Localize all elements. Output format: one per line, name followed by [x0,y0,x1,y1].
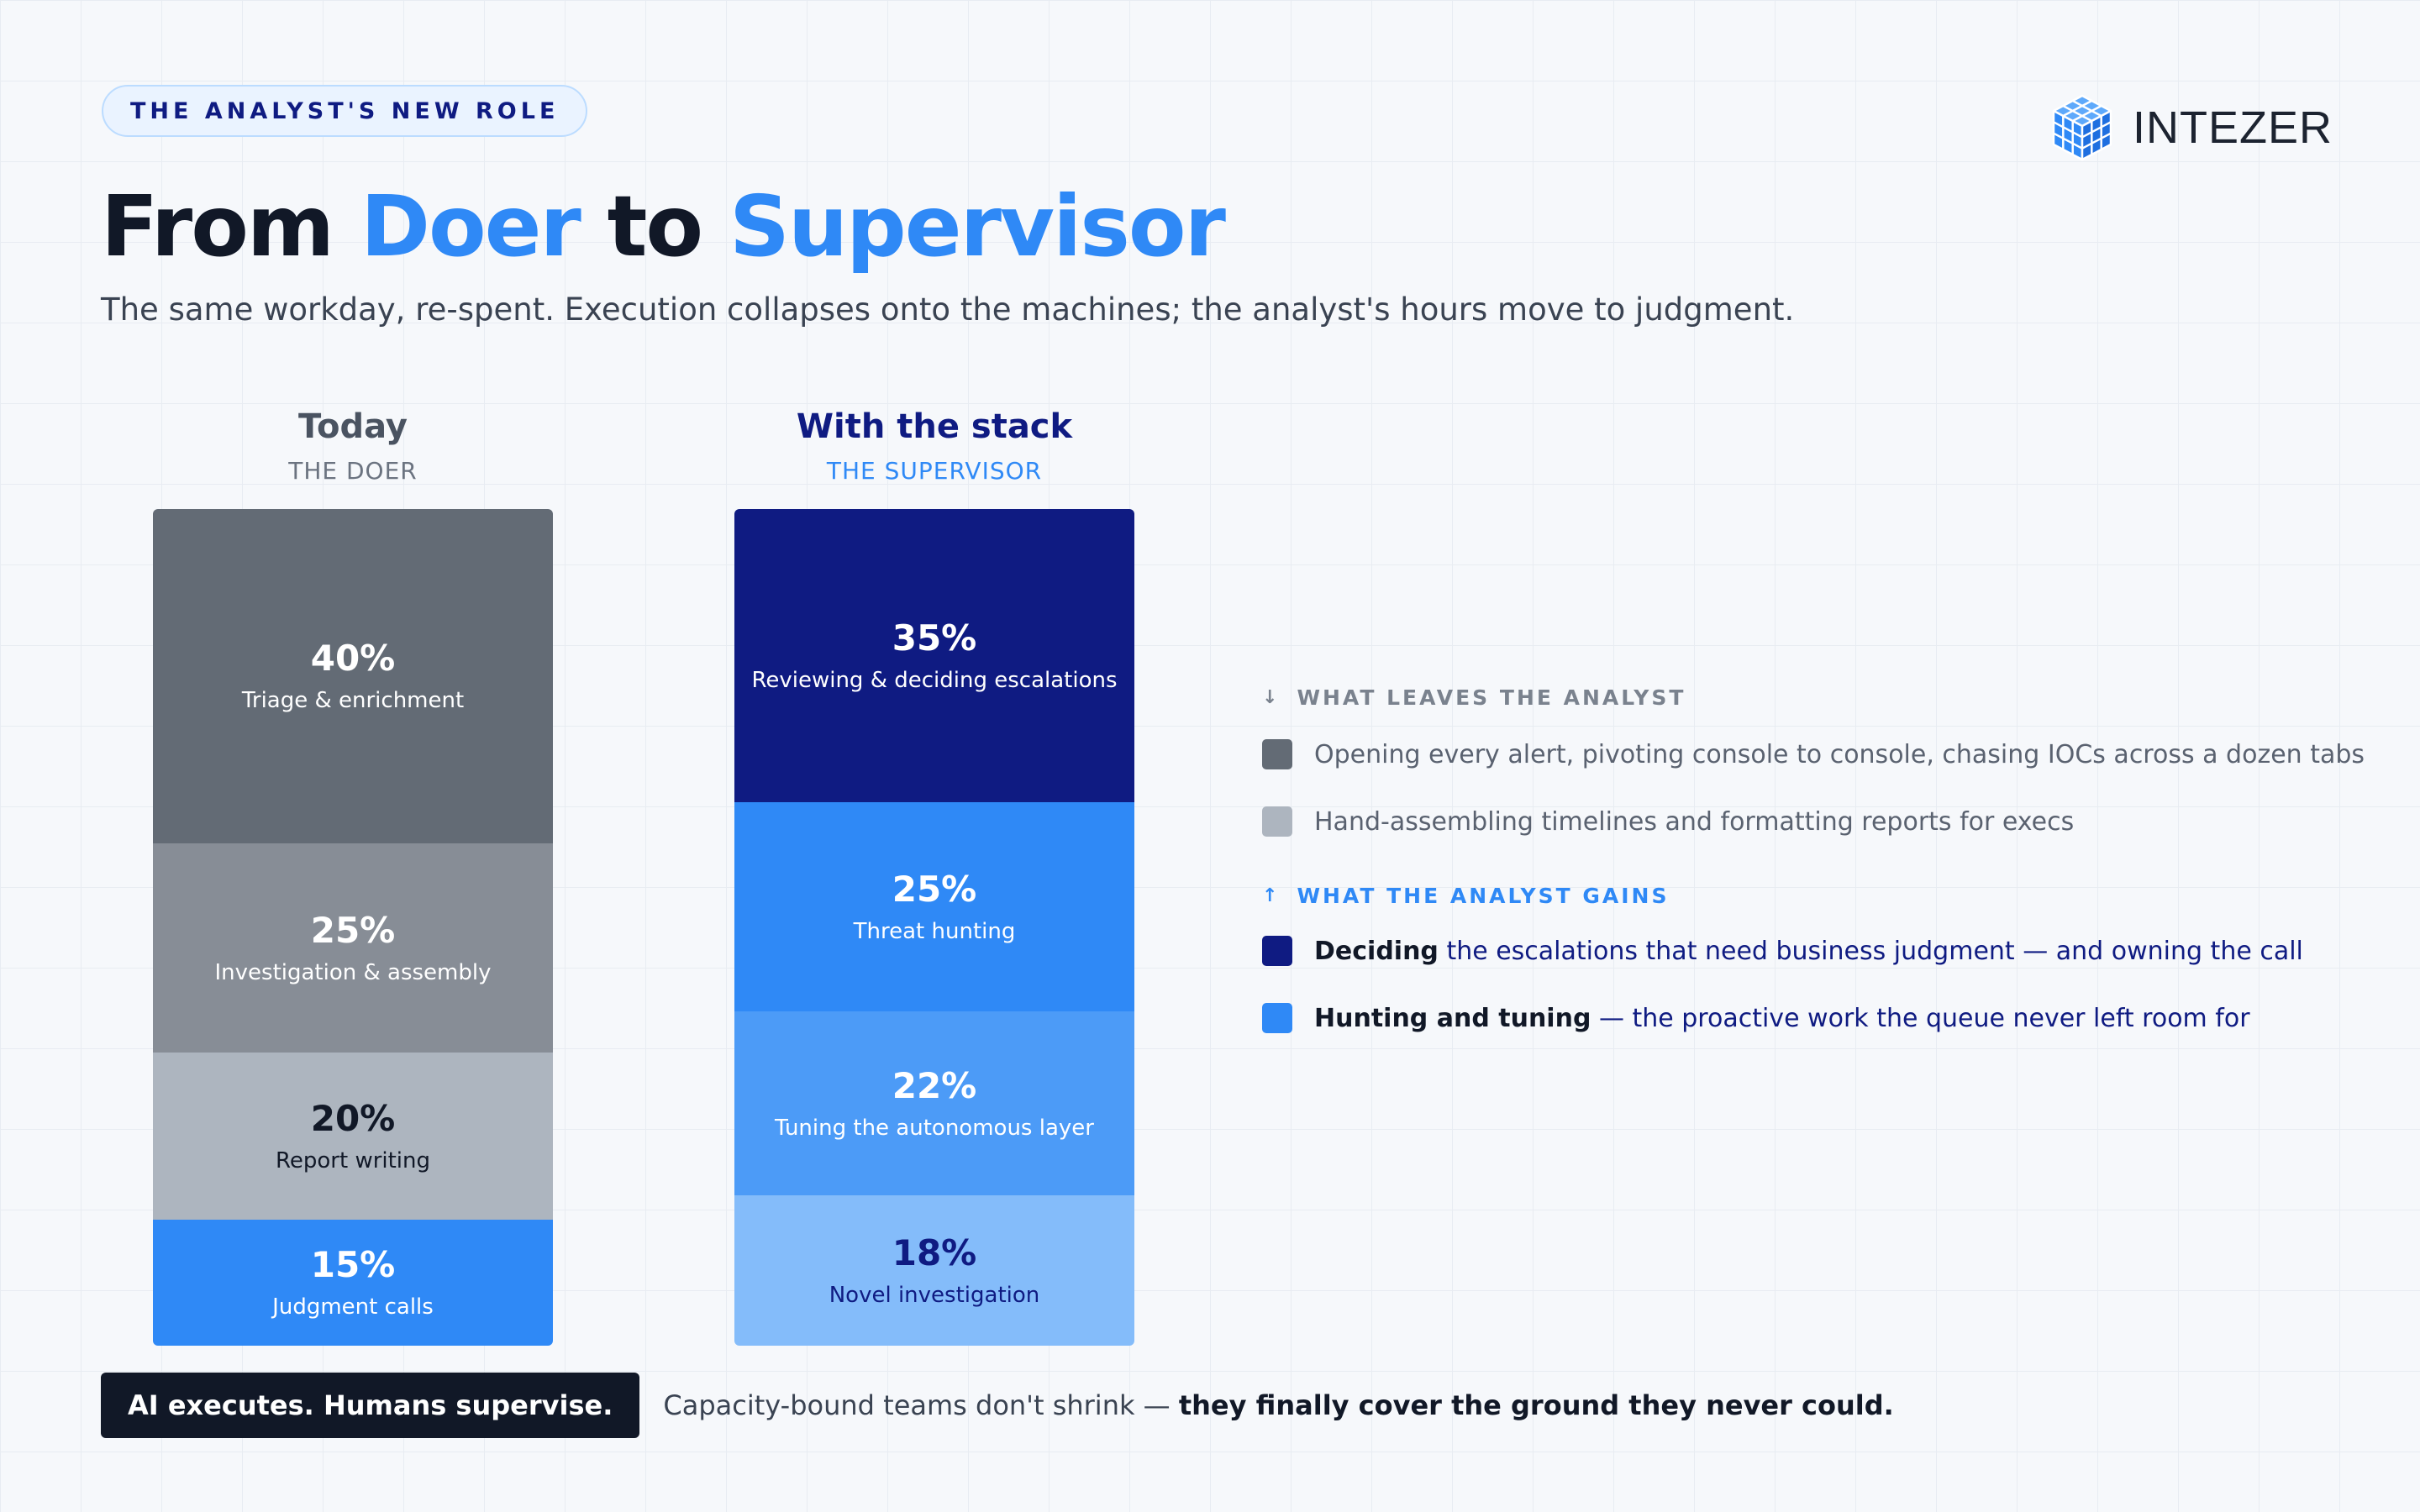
legend-item-gains-2: Hunting and tuning — the proactive work … [1262,1000,2354,1037]
arrow-up-icon: ↑ [1262,885,1281,906]
stacked-bar-with-stack: 35% Reviewing & deciding escalations 25% Th… [734,509,1134,1346]
page-subtitle: The same workday, re-spent. Execution co… [101,291,1795,328]
footer-badge: AI executes. Humans supervise. [101,1373,640,1438]
segment-value-label: 22% [892,1064,977,1106]
bar-segment: 18% Novel investigation [734,1195,1134,1346]
footer-text: Capacity-bound teams don't shrink — they… [663,1389,1893,1421]
title-part-1: From [101,177,360,276]
arrow-down-icon: ↓ [1262,686,1281,708]
legend-item-gains-1: Deciding the escalations that need busin… [1262,932,2354,969]
logo-text: INTEZER [2133,102,2333,153]
segment-category-label: Judgment calls [272,1294,434,1320]
legend-item-text: Hand-assembling timelines and formatting… [1314,806,2075,837]
legend-swatch [1262,1003,1292,1033]
kicker-pill: THE ANALYST'S NEW ROLE [102,85,588,137]
column-header-with-stack: With the stack THE SUPERVISOR [733,403,1136,487]
bar-segment: 25% Investigation & assembly [153,843,553,1053]
stacked-bar-today: 40% Triage & enrichment 25% Investigation &… [153,509,553,1346]
legend-item-leaves-1: Opening every alert, pivoting console to… [1262,736,2365,773]
legend-item-bold: Hunting and tuning [1314,1003,1591,1033]
cube-grid-icon [2052,94,2112,161]
segment-category-label: Novel investigation [829,1282,1040,1308]
segment-value-label: 40% [310,638,396,679]
bar-segment: 25% Threat hunting [734,802,1134,1011]
segment-value-label: 20% [310,1097,396,1139]
legend-item-text: Opening every alert, pivoting console to… [1314,739,2365,769]
segment-value-label: 15% [310,1244,396,1285]
column-subtitle-with-stack: THE SUPERVISOR [826,457,1043,485]
segment-value-label: 18% [892,1231,977,1273]
legend-heading-leaves: ↓ WHAT LEAVES THE ANALYST [1262,682,2354,712]
column-title-today: Today [298,407,408,446]
legend-swatch [1262,936,1292,966]
title-part-2: to [579,177,729,276]
bar-segment: 20% Report writing [153,1053,553,1220]
bar-segment: 22% Tuning the autonomous layer [734,1011,1134,1195]
segment-category-label: Reviewing & deciding escalations [751,667,1118,693]
segment-category-label: Triage & enrichment [241,688,465,713]
bar-segment: 40% Triage & enrichment [153,509,553,843]
segment-category-label: Tuning the autonomous layer [775,1115,1094,1141]
legend-swatch [1262,806,1292,837]
title-highlight-doer: Doer [360,177,581,276]
legend-heading-gains-text: WHAT THE ANALYST GAINS [1297,883,1670,908]
bar-segment: 15% Judgment calls [153,1220,553,1346]
legend-item-text: the escalations that need business judgm… [1438,936,2303,966]
legend-heading-gains: ↑ WHAT THE ANALYST GAINS [1262,880,2354,911]
segment-category-label: Report writing [275,1147,431,1173]
legend-swatch [1262,739,1292,769]
column-subtitle-today: THE DOER [288,457,418,485]
legend-item-text: — the proactive work the queue never lef… [1591,1003,2250,1033]
legend-item-leaves-2: Hand-assembling timelines and formatting… [1262,803,2354,840]
page-title: From Doer to Supervisor [101,168,1226,286]
legend-item-bold: Deciding [1314,936,1439,966]
footer: AI executes. Humans supervise. Capacity-… [101,1373,1894,1438]
legend: ↓ WHAT LEAVES THE ANALYST Opening every … [1262,682,2365,1037]
column-title-with-stack: With the stack [796,407,1073,446]
column-header-today: Today THE DOER [151,403,555,487]
kicker-text: THE ANALYST'S NEW ROLE [130,97,560,124]
segment-value-label: 25% [310,909,396,951]
segment-value-label: 25% [892,868,977,910]
logo: INTEZER [2047,92,2333,163]
title-highlight-supervisor: Supervisor [729,177,1226,276]
bar-segment: 35% Reviewing & deciding escalations [734,509,1134,802]
legend-heading-leaves-text: WHAT LEAVES THE ANALYST [1297,685,1686,710]
segment-category-label: Investigation & assembly [214,959,492,985]
segment-category-label: Threat hunting [853,918,1016,944]
footer-text-bold: they finally cover the ground they never… [1178,1389,1894,1421]
footer-text-plain: Capacity-bound teams don't shrink — [663,1389,1179,1421]
segment-value-label: 35% [892,617,977,659]
